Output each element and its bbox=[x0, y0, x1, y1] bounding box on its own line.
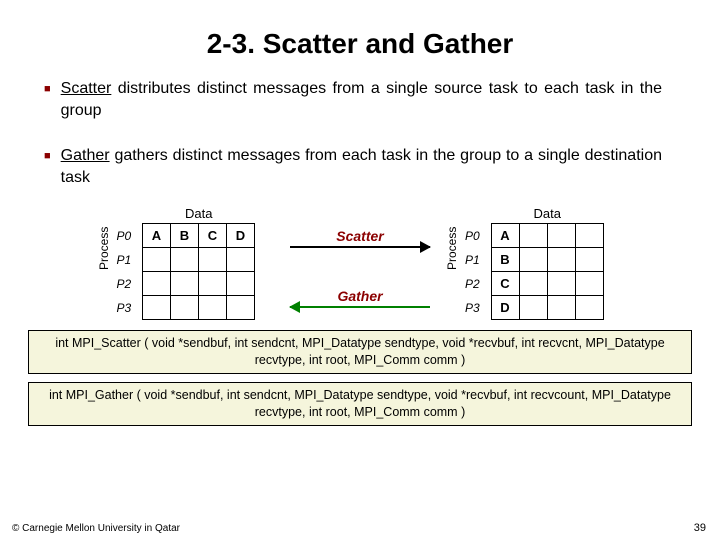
bullet-icon: ■ bbox=[44, 83, 51, 95]
table-row: P3D bbox=[465, 296, 603, 320]
row-header: P3 bbox=[117, 296, 143, 320]
data-label-left: Data bbox=[117, 206, 256, 221]
process-label-left: Process bbox=[97, 227, 111, 270]
scatter-arrow-group: Scatter bbox=[290, 228, 430, 248]
right-table: P0A P1B P2C P3D bbox=[465, 223, 604, 320]
row-header: P3 bbox=[465, 296, 491, 320]
cell: D bbox=[491, 296, 519, 320]
table-row: P3 bbox=[117, 296, 255, 320]
arrow-column: Scatter Gather bbox=[285, 206, 435, 308]
left-table-wrap: Data Process P0 A B C D P1 P2 P3 bbox=[117, 206, 256, 320]
mpi-gather-prototype: int MPI_Gather ( void *sendbuf, int send… bbox=[28, 382, 692, 426]
right-table-wrap: Data Process P0A P1B P2C P3D bbox=[465, 206, 604, 320]
bullet-rest: gathers distinct messages from each task… bbox=[61, 147, 662, 186]
bullet-text: Scatter distributes distinct messages fr… bbox=[61, 78, 662, 121]
mpi-scatter-prototype: int MPI_Scatter ( void *sendbuf, int sen… bbox=[28, 330, 692, 374]
cell: A bbox=[491, 224, 519, 248]
bullet-lead: Scatter bbox=[61, 80, 112, 97]
cell: D bbox=[227, 224, 255, 248]
scatter-label: Scatter bbox=[336, 228, 383, 244]
bullet-icon: ■ bbox=[44, 150, 51, 162]
page-number: 39 bbox=[694, 522, 706, 534]
slide-title: 2-3. Scatter and Gather bbox=[0, 0, 720, 78]
table-row: P0 A B C D bbox=[117, 224, 255, 248]
gather-label: Gather bbox=[337, 288, 382, 304]
row-header: P0 bbox=[465, 224, 491, 248]
bullet-text: Gather gathers distinct messages from ea… bbox=[61, 145, 662, 188]
arrow-left-icon bbox=[290, 306, 430, 308]
table-row: P1B bbox=[465, 248, 603, 272]
gather-arrow-group: Gather bbox=[290, 288, 430, 308]
cell: B bbox=[491, 248, 519, 272]
process-label-right: Process bbox=[445, 227, 459, 270]
cell: C bbox=[199, 224, 227, 248]
bullet-gather: ■ Gather gathers distinct messages from … bbox=[44, 145, 662, 188]
row-header: P1 bbox=[117, 248, 143, 272]
bullet-rest: distributes distinct messages from a sin… bbox=[61, 80, 662, 119]
cell: B bbox=[171, 224, 199, 248]
arrow-right-icon bbox=[290, 246, 430, 248]
copyright-footer: © Carnegie Mellon University in Qatar bbox=[12, 523, 180, 534]
table-row: P0A bbox=[465, 224, 603, 248]
row-header: P1 bbox=[465, 248, 491, 272]
scatter-gather-diagram: Data Process P0 A B C D P1 P2 P3 Scatter… bbox=[0, 206, 720, 320]
cell: A bbox=[143, 224, 171, 248]
bullet-lead: Gather bbox=[61, 147, 110, 164]
table-row: P2C bbox=[465, 272, 603, 296]
data-label-right: Data bbox=[465, 206, 604, 221]
row-header: P2 bbox=[465, 272, 491, 296]
row-header: P2 bbox=[117, 272, 143, 296]
bullet-scatter: ■ Scatter distributes distinct messages … bbox=[44, 78, 662, 121]
table-row: P2 bbox=[117, 272, 255, 296]
cell: C bbox=[491, 272, 519, 296]
table-row: P1 bbox=[117, 248, 255, 272]
left-table: P0 A B C D P1 P2 P3 bbox=[117, 223, 256, 320]
bullet-list: ■ Scatter distributes distinct messages … bbox=[0, 78, 720, 188]
row-header: P0 bbox=[117, 224, 143, 248]
